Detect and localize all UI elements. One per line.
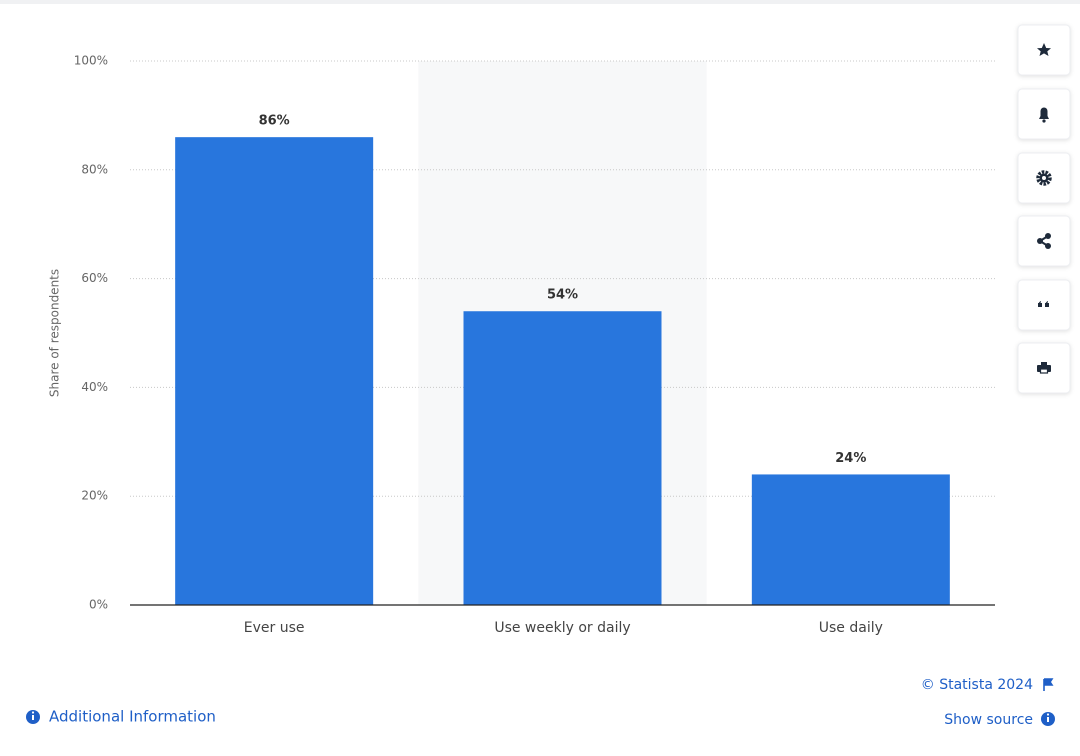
y-axis-label: Share of respondents	[48, 269, 62, 397]
value-label: 86%	[259, 114, 290, 129]
toolbar	[1017, 24, 1071, 394]
show-source-link[interactable]: Show source	[944, 712, 1033, 728]
x-tick-label: Use daily	[819, 620, 883, 636]
y-tick-label: 40%	[81, 380, 108, 394]
bar	[751, 474, 950, 605]
y-tick-label: 80%	[81, 162, 108, 176]
bar	[175, 137, 374, 605]
additional-information-link[interactable]: Additional Information	[49, 708, 216, 726]
y-tick-label: 60%	[81, 271, 108, 285]
settings-button[interactable]	[1017, 152, 1071, 204]
y-tick-label: 100%	[74, 54, 108, 68]
flag-icon	[1043, 678, 1054, 691]
source-info-icon	[1041, 712, 1055, 726]
cite-button[interactable]	[1017, 279, 1071, 331]
value-label: 54%	[547, 288, 578, 303]
y-tick-label: 20%	[81, 489, 108, 503]
notification-button[interactable]	[1017, 88, 1071, 140]
share-button[interactable]	[1017, 215, 1071, 267]
bar	[463, 311, 662, 605]
y-tick-label: 0%	[89, 598, 108, 612]
top-border	[0, 0, 1080, 4]
info-icon	[26, 710, 40, 724]
x-tick-label: Use weekly or daily	[494, 620, 630, 636]
x-tick-label: Ever use	[244, 620, 305, 636]
favorite-button[interactable]	[1017, 24, 1071, 76]
copyright[interactable]: © Statista 2024	[921, 677, 1033, 693]
print-button[interactable]	[1017, 342, 1071, 394]
value-label: 24%	[835, 451, 866, 466]
